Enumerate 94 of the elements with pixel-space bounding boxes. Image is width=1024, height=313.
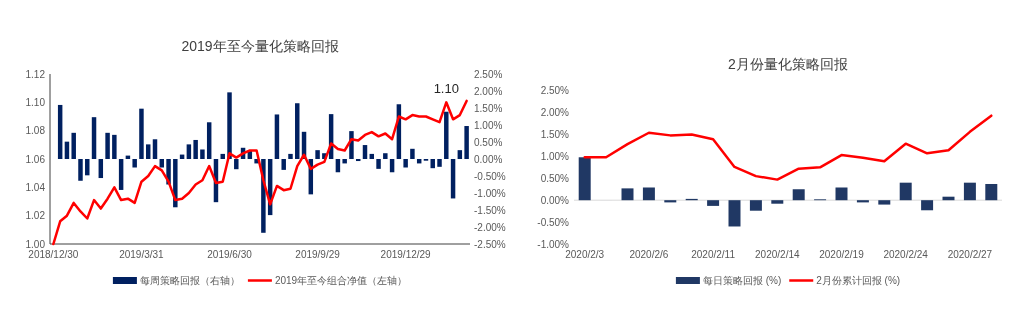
y2-tick-label: -2.50%	[474, 238, 506, 250]
bar	[234, 159, 239, 170]
bar	[921, 200, 934, 211]
y2-tick-label: 2.50%	[474, 68, 503, 80]
bar	[578, 157, 591, 201]
y-tick-label: 1.00	[25, 238, 46, 250]
bar	[403, 159, 408, 168]
bar	[856, 200, 869, 203]
x-tick-label: 2019/6/30	[207, 249, 253, 260]
x-tick-label: 2019/9/29	[295, 249, 341, 260]
bar	[193, 139, 198, 159]
bar	[376, 159, 381, 169]
bar	[288, 153, 293, 159]
bar	[642, 187, 655, 201]
y2-tick-label: 1.00%	[474, 119, 503, 131]
x-tick-label: 2019/12/29	[380, 249, 432, 260]
y-tick-label: 2.50%	[540, 85, 570, 97]
bar	[281, 159, 286, 170]
line-series	[583, 114, 993, 181]
bar	[91, 117, 97, 159]
bar	[464, 126, 469, 159]
chart-title: 2019年至今量化策略回报	[181, 38, 339, 54]
legend-label: 2月份累计回报 (%)	[816, 275, 901, 286]
bar	[899, 182, 912, 201]
y2-tick-label: -1.00%	[474, 187, 506, 199]
bar	[105, 132, 110, 159]
bar	[118, 159, 124, 190]
bar	[457, 150, 463, 159]
x-tick-label: 2020/2/3	[565, 249, 605, 260]
bar	[749, 200, 762, 211]
y-tick-label: 2.00%	[540, 107, 570, 119]
bar	[274, 114, 280, 159]
y-tick-label: 1.50%	[540, 129, 570, 140]
bar	[159, 159, 165, 168]
bar	[963, 182, 976, 201]
bar	[132, 159, 137, 168]
y2-tick-label: -0.50%	[474, 170, 506, 182]
y2-tick-label: 0.00%	[474, 153, 503, 165]
bar	[728, 200, 741, 227]
y-tick-label: 1.12	[25, 68, 46, 80]
bar	[621, 188, 634, 201]
x-tick-label: 2020/2/19	[819, 249, 865, 260]
x-tick-label: 2019/3/31	[119, 249, 165, 260]
bar	[145, 144, 151, 159]
x-tick-label: 2020/2/11	[691, 249, 736, 260]
bar	[112, 134, 117, 159]
y2-tick-label: -1.50%	[474, 204, 506, 216]
y-tick-label: 0.50%	[540, 172, 570, 184]
y2-tick-label: 2.00%	[474, 85, 503, 97]
bar	[437, 159, 442, 167]
bar	[186, 144, 192, 159]
annotation: 1.10	[433, 81, 459, 97]
y2-tick-label: 1.50%	[474, 102, 503, 114]
y-tick-label: 1.06	[25, 153, 46, 165]
bar	[664, 200, 677, 203]
x-tick-label: 2020/2/27	[947, 249, 993, 260]
legend-label: 2019年至今组合净值（左轴）	[274, 275, 408, 286]
y2-tick-label: -2.00%	[474, 221, 506, 233]
bar	[342, 159, 347, 164]
x-tick-label: 2020/2/24	[883, 249, 929, 260]
x-tick-label: 2020/2/14	[755, 249, 800, 260]
bar	[315, 150, 320, 159]
bar	[383, 153, 388, 159]
legend-label: 每周策略回报（右轴）	[139, 275, 240, 286]
bar	[71, 132, 76, 159]
x-tick-label: 2020/2/6	[629, 249, 669, 260]
y-tick-label: 1.02	[25, 210, 46, 222]
bar	[444, 111, 449, 159]
legend-label: 每日策略回报 (%)	[702, 275, 782, 286]
y-tick-label: 1.10	[25, 96, 46, 108]
x-tick-label: 2018/12/30	[28, 249, 79, 260]
bar	[878, 200, 891, 205]
chart-title: 2月份量化策略回报	[728, 56, 848, 72]
bar	[362, 145, 368, 159]
y-tick-label: 1.04	[25, 181, 46, 193]
bar	[139, 108, 144, 159]
bar	[206, 122, 212, 159]
bar	[152, 139, 158, 159]
y-tick-label: -1.00%	[537, 238, 570, 250]
y-tick-label: 1.00%	[540, 150, 570, 162]
bar	[200, 149, 205, 159]
bar	[78, 159, 83, 181]
y-tick-label: -0.50%	[537, 216, 570, 228]
bar	[835, 187, 848, 201]
y-tick-label: 1.08	[25, 125, 46, 137]
bar	[707, 200, 720, 206]
bar	[227, 92, 232, 159]
bar	[985, 183, 998, 201]
bar	[410, 148, 415, 159]
y2-tick-label: 0.50%	[474, 136, 503, 148]
bar	[295, 103, 300, 159]
bar	[792, 189, 805, 201]
y-tick-label: 0.00%	[540, 194, 570, 206]
bar	[771, 200, 784, 204]
